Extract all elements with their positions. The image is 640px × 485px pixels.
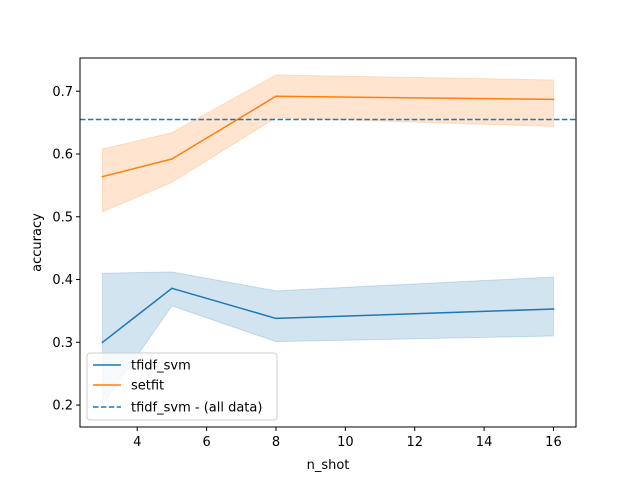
point-setfit-3: [101, 175, 104, 178]
point-setfit-5: [171, 158, 173, 160]
legend-label: setfit: [131, 379, 164, 394]
point-tfidf_svm-3: [101, 341, 104, 344]
legend-label: tfidf_svm - (all data): [131, 401, 262, 416]
point-tfidf_svm-5: [171, 287, 173, 290]
y-tick-label: 0.5: [52, 210, 73, 225]
x-tick-label: 14: [476, 435, 493, 450]
plot-area-frame: [79, 57, 577, 428]
y-axis-label: accuracy: [30, 213, 45, 272]
x-tick-label: 6: [202, 435, 210, 450]
x-tick-label: 10: [337, 435, 354, 450]
y-tick-label: 0.2: [52, 399, 73, 414]
series-lines: [80, 95, 576, 344]
band-setfit: [102, 74, 554, 213]
legend-label: tfidf_svm: [131, 359, 191, 374]
x-tick-label: 16: [545, 435, 562, 450]
point-tfidf_svm-8: [275, 317, 277, 320]
point-setfit-8: [275, 95, 277, 98]
y-tick-label: 0.3: [52, 336, 73, 351]
y-tick-label: 0.4: [52, 273, 73, 288]
legend-box: [86, 352, 278, 421]
x-tick-label: 12: [406, 435, 423, 450]
x-tick-label: 4: [133, 435, 141, 450]
line-tfidf_svm: [101, 287, 555, 344]
x-axis-ticks: 4 6 8 10 12 14 16: [133, 427, 562, 450]
y-axis-ticks: 0.2 0.3 0.4 0.5 0.6 0.7: [52, 85, 80, 414]
point-tfidf_svm-16: [552, 308, 555, 310]
x-axis-label: n_shot: [307, 458, 350, 473]
line-setfit: [101, 95, 555, 178]
y-tick-label: 0.6: [52, 148, 73, 163]
point-setfit-16: [552, 98, 555, 101]
confidence-bands: [102, 74, 554, 407]
y-tick-label: 0.7: [52, 85, 73, 100]
x-tick-label: 8: [272, 435, 280, 450]
